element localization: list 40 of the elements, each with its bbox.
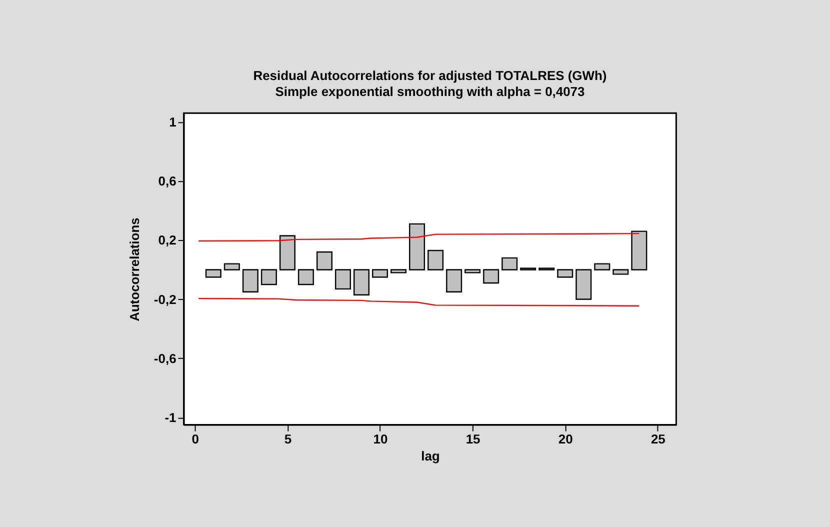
x-tick-label: 15: [466, 431, 480, 446]
chart-title: Residual Autocorrelations for adjusted TOTALRES (GWh): [253, 68, 607, 84]
y-tick-label: 1: [169, 114, 176, 130]
bar: [298, 269, 314, 286]
bar: [576, 269, 592, 300]
bar: [464, 269, 481, 274]
bar: [428, 250, 444, 270]
bar: [279, 235, 296, 270]
y-tick-label: -0,2: [154, 292, 176, 307]
bar: [242, 269, 258, 292]
x-tick-label: 0: [192, 431, 199, 446]
bar: [316, 251, 332, 270]
bar: [260, 269, 277, 286]
y-tick-label: 0,2: [158, 232, 176, 248]
y-tick-label: -0,6: [154, 350, 176, 366]
x-tick-label: 25: [650, 431, 666, 446]
bar: [631, 230, 648, 270]
bar: [205, 269, 222, 278]
line-series: [198, 232, 640, 242]
x-tick-label: 5: [284, 431, 292, 446]
bar: [372, 269, 388, 278]
y-tick-label: -1: [164, 410, 176, 425]
line-series: [198, 298, 640, 307]
bar: [446, 269, 462, 292]
bar: [594, 263, 610, 270]
y-tick-label: 0,6: [158, 174, 176, 189]
x-axis-title: lag: [421, 448, 440, 464]
bar: [502, 257, 518, 270]
bar: [353, 269, 370, 296]
bar: [483, 269, 500, 284]
x-tick-label: 10: [373, 431, 388, 446]
bar: [334, 269, 351, 290]
bar: [612, 269, 629, 275]
bar: [224, 263, 240, 270]
bar: [390, 269, 407, 274]
y-axis-title: Autocorrelations: [126, 218, 142, 322]
chart-subtitle: Simple exponential smoothing with alpha = 0,4073: [275, 84, 585, 100]
bar: [409, 223, 426, 270]
bar: [557, 269, 574, 278]
x-tick-label: 20: [558, 431, 573, 446]
